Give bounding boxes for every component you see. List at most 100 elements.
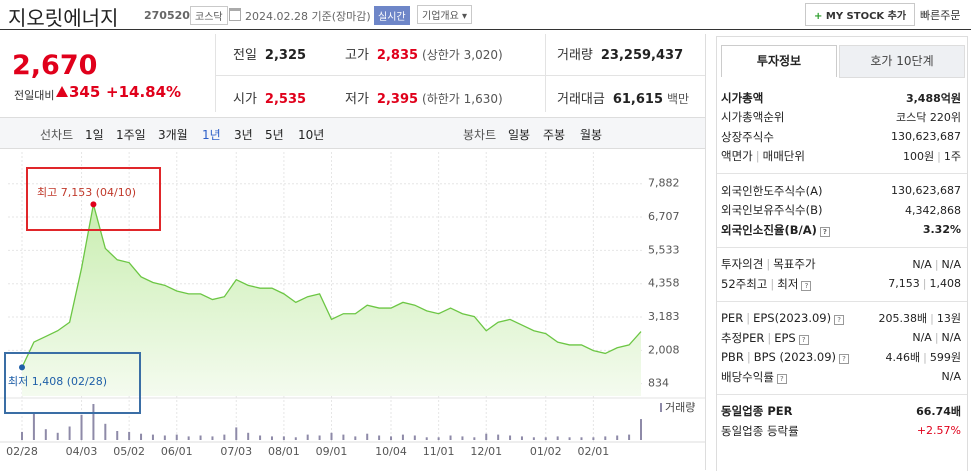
info-label: 외국인소진율(B/A)? — [721, 222, 830, 238]
separator: | — [930, 312, 934, 326]
y-tick-label: 6,707 — [648, 210, 680, 223]
quick-order[interactable]: 빠른주문 — [920, 9, 961, 22]
change-label: 전일대비 — [14, 89, 55, 102]
info-label-part: 동일업종 PER — [721, 404, 793, 419]
company-info-button[interactable]: 기업개요 ▾ — [417, 5, 473, 24]
volume-bar — [532, 437, 535, 440]
candle-tab[interactable]: 주봉 — [543, 128, 566, 142]
y-tick-label: 2,008 — [648, 343, 680, 356]
my-stock-button[interactable]: + MY STOCK 추가 — [805, 3, 916, 26]
volume-legend: 거래량 — [665, 401, 695, 414]
divider — [545, 34, 546, 112]
info-row: 투자의견 | 목표주가 N/A | N/A — [717, 255, 967, 275]
info-label: 동일업종 등락률 — [721, 423, 799, 439]
info-value-part: 599원 — [929, 351, 961, 365]
info-tab[interactable]: 호가 10단계 — [839, 45, 965, 78]
period-tab[interactable]: 1년 — [202, 128, 221, 142]
quote-label: 저가 — [345, 92, 369, 107]
quote-label: 거래량 — [557, 48, 593, 63]
quote: 고가 2,835 (상한가 3,020) — [345, 44, 503, 63]
info-value-part: 1주 — [943, 150, 961, 164]
quote-label: 거래대금 — [557, 92, 605, 107]
volume-bar — [211, 436, 214, 440]
y-tick-label: 7,882 — [648, 177, 680, 190]
volume-bar — [259, 435, 262, 440]
info-value-part: 1,408 — [929, 277, 962, 291]
separator: | — [922, 277, 927, 291]
volume-bar — [378, 435, 381, 440]
info-label-part: 시가총액 — [721, 90, 764, 105]
period-tab[interactable]: 3년 — [234, 128, 253, 142]
min-point — [19, 364, 25, 371]
info-tab[interactable]: 투자정보 — [721, 45, 837, 77]
volume-bar — [520, 436, 523, 440]
info-row: PER | EPS(2023.09)? 205.38배 | 13원 — [717, 309, 967, 329]
x-tick-label: 02/28 — [6, 445, 38, 458]
info-value-part: 3,488억원 — [905, 91, 961, 105]
info-label-part: EPS — [774, 330, 796, 345]
candle-chart-label: 봉차트 — [463, 128, 497, 142]
info-row: PBR | BPS (2023.09)? 4.46배 | 599원 — [717, 348, 967, 368]
volume-bar — [354, 436, 357, 440]
info-value: 코스닥 220위 — [896, 109, 961, 125]
info-label: 52주최고 | 최저? — [721, 276, 812, 292]
info-value-part: N/A — [912, 331, 932, 345]
divider — [215, 34, 216, 112]
quote-value: 2,395 — [376, 92, 419, 107]
info-section: 동일업종 PER 66.74배 동일업종 등락률 +2.57% — [717, 395, 967, 448]
volume-bar — [44, 429, 47, 440]
info-label: 시가총액순위 — [721, 109, 784, 125]
help-icon: ? — [834, 315, 845, 326]
volume-bar — [413, 435, 416, 440]
period-tab[interactable]: 10년 — [298, 128, 325, 142]
info-row: 외국인한도주식수(A) 130,623,687 — [717, 181, 967, 201]
info-label: 외국인보유주식수(B) — [721, 202, 823, 218]
info-label-part: 외국인소진율(B/A) — [721, 222, 817, 237]
info-value-part: 코스닥 220위 — [896, 111, 961, 125]
volume-bar — [449, 435, 452, 440]
volume-bar — [187, 436, 190, 440]
separator: | — [755, 149, 760, 164]
period-tab[interactable]: 1주일 — [116, 128, 146, 142]
realtime-badge[interactable]: 실시간 — [374, 6, 410, 25]
info-value: N/A | N/A — [912, 258, 961, 271]
info-label-part: 최저 — [777, 276, 799, 291]
x-tick-label: 04/03 — [66, 445, 98, 458]
x-tick-label: 10/04 — [375, 445, 407, 458]
info-label-part: 투자의견 — [721, 257, 764, 272]
info-value: 100원 | 1주 — [903, 148, 961, 164]
min-label: 최저 1,408 (02/28) — [8, 375, 107, 388]
candle-tab[interactable]: 월봉 — [580, 128, 603, 142]
volume-bar — [401, 434, 404, 440]
panel-divider — [705, 34, 706, 470]
volume-bar — [282, 436, 285, 440]
volume-bar — [140, 433, 143, 440]
volume-bar — [330, 432, 333, 440]
info-label-part: 동일업종 등락률 — [721, 423, 799, 438]
info-row: 시가총액순위 코스닥 220위 — [717, 108, 967, 128]
volume-bar — [104, 423, 107, 440]
info-section: 외국인한도주식수(A) 130,623,687 외국인보유주식수(B) 4,342,8… — [717, 174, 967, 248]
info-value-part: 3.32% — [922, 223, 961, 237]
header-rule — [0, 29, 971, 30]
info-value-part: 100원 — [903, 150, 935, 164]
info-value-part: N/A — [912, 257, 932, 271]
info-value: 3.32% — [923, 223, 961, 236]
info-label-part: 배당수익률 — [721, 369, 774, 384]
separator: | — [937, 150, 941, 164]
period-tab[interactable]: 5년 — [265, 128, 284, 142]
info-row: 외국인소진율(B/A)? 3.32% — [717, 220, 967, 240]
period-tab[interactable]: 3개월 — [158, 128, 188, 142]
info-label-part: EPS(2023.09) — [753, 311, 832, 326]
volume-bar — [294, 437, 297, 440]
info-label: 배당수익률? — [721, 369, 787, 385]
volume-bar — [80, 414, 83, 440]
price-line — [21, 204, 642, 368]
chart-tab-bar: 선차트 1일 1주일 3개월 1년 3년 5년 10년 봉차트 일봉 주봉 월봉 — [0, 117, 705, 149]
period-tab[interactable]: 1일 — [85, 128, 104, 142]
candle-tab[interactable]: 일봉 — [508, 128, 531, 142]
help-icon: ? — [839, 354, 850, 365]
volume-bar — [437, 437, 440, 440]
date: 2024.02.28 기준(장마감) — [245, 10, 371, 23]
change-rate: +14.84% — [106, 83, 182, 101]
